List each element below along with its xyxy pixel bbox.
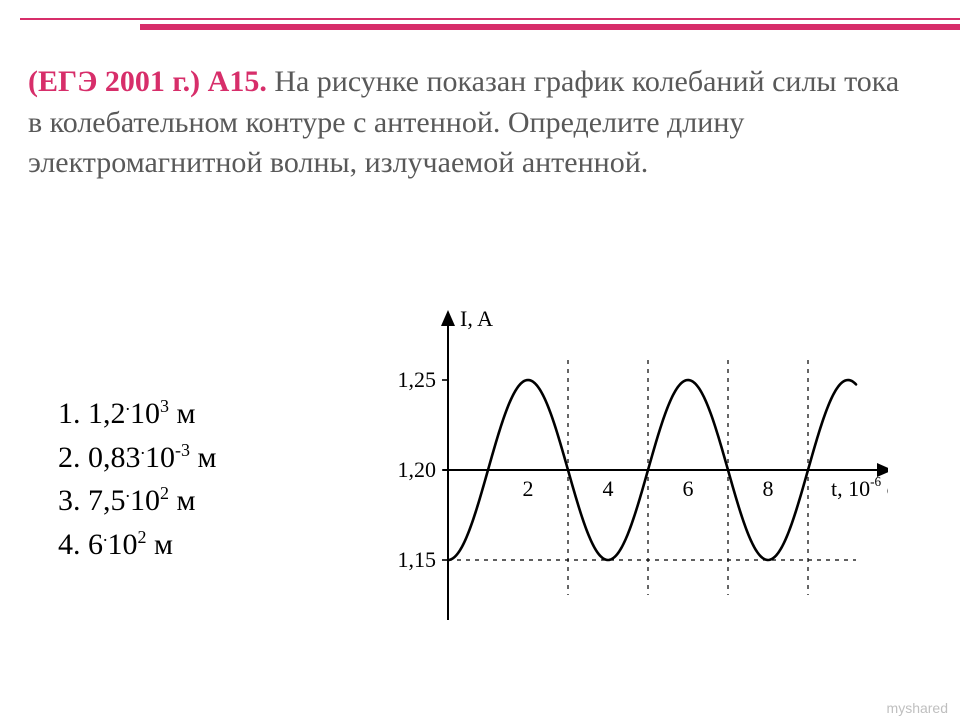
answer-option: 3. 7,5.102 м bbox=[58, 479, 368, 523]
y-axis-label: I, A bbox=[460, 306, 493, 331]
lower-section: 1. 1,2.103 м2. 0,83.10-3 м3. 7,5.102 м4.… bbox=[28, 300, 950, 645]
accent-top-border bbox=[0, 18, 960, 28]
oscillation-chart: 1,25 1,20 1,15 2 4 6 8 I, A t, 10-6 c bbox=[368, 300, 950, 645]
y-tick-label: 1,25 bbox=[398, 367, 437, 392]
answer-base: 10 bbox=[130, 484, 160, 517]
x-tick-label: 8 bbox=[763, 476, 774, 501]
answer-base: 10 bbox=[145, 441, 175, 474]
answer-exp: 3 bbox=[160, 396, 169, 416]
accent-thick-line bbox=[140, 24, 960, 30]
answer-num: 4. bbox=[58, 528, 81, 561]
answer-num: 2. bbox=[58, 441, 81, 474]
answer-exp: 2 bbox=[138, 527, 147, 547]
accent-thin-line bbox=[20, 18, 960, 20]
y-tick-label: 1,20 bbox=[398, 457, 437, 482]
answer-unit: м bbox=[198, 441, 217, 474]
x-tick-label: 2 bbox=[523, 476, 534, 501]
y-tick-label: 1,15 bbox=[398, 547, 437, 572]
dot-sep: . bbox=[126, 394, 131, 414]
x-tick-label: 4 bbox=[603, 476, 614, 501]
answer-unit: м bbox=[154, 528, 173, 561]
problem-statement: (ЕГЭ 2001 г.) А15. На рисунке показан гр… bbox=[28, 62, 920, 184]
watermark-label: myshared bbox=[887, 700, 948, 716]
answer-exp: -3 bbox=[175, 440, 190, 460]
answer-option: 4. 6.102 м bbox=[58, 523, 368, 567]
answer-unit: м bbox=[177, 484, 196, 517]
dot-sep: . bbox=[103, 525, 108, 545]
answer-num: 3. bbox=[58, 484, 81, 517]
answer-exp: 2 bbox=[160, 483, 169, 503]
answer-base: 10 bbox=[108, 528, 138, 561]
answer-option: 2. 0,83.10-3 м bbox=[58, 436, 368, 480]
dot-sep: . bbox=[141, 438, 146, 458]
y-axis-arrow bbox=[441, 310, 455, 326]
problem-text: (ЕГЭ 2001 г.) А15. На рисунке показан гр… bbox=[28, 62, 920, 184]
dot-sep: . bbox=[126, 481, 131, 501]
answer-mantissa: 7,5 bbox=[88, 484, 126, 517]
answer-option: 1. 1,2.103 м bbox=[58, 392, 368, 436]
answer-base: 10 bbox=[130, 397, 160, 430]
answer-num: 1. bbox=[58, 397, 81, 430]
x-tick-label: 6 bbox=[683, 476, 694, 501]
problem-prefix: (ЕГЭ 2001 г.) А15. bbox=[28, 65, 267, 98]
answer-unit: м bbox=[177, 397, 196, 430]
answer-mantissa: 6 bbox=[88, 528, 103, 561]
chart-svg: 1,25 1,20 1,15 2 4 6 8 I, A t, 10-6 c bbox=[368, 300, 888, 640]
answer-options: 1. 1,2.103 м2. 0,83.10-3 м3. 7,5.102 м4.… bbox=[28, 300, 368, 566]
answer-mantissa: 1,2 bbox=[88, 397, 126, 430]
x-axis-label: t, 10-6 c bbox=[831, 474, 888, 501]
answer-mantissa: 0,83 bbox=[88, 441, 141, 474]
